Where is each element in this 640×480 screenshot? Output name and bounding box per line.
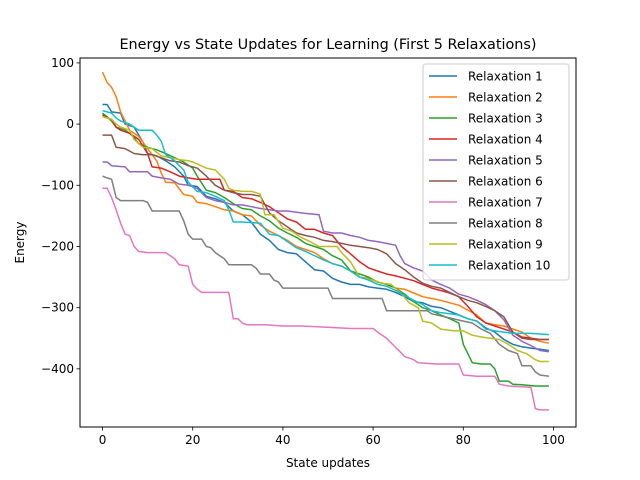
series-lines <box>101 71 550 411</box>
chart-title: Energy vs State Updates for Learning (Fi… <box>119 37 536 53</box>
legend-label: Relaxation 8 <box>468 217 543 231</box>
legend: Relaxation 1 Relaxation 2 Relaxation 3 Rela… <box>422 63 570 281</box>
legend-label: Relaxation 10 <box>468 259 550 273</box>
series-line-8 <box>102 175 549 377</box>
y-tick-label: −200 <box>41 239 74 253</box>
legend-label: Relaxation 6 <box>468 175 543 189</box>
x-tick-label: 20 <box>185 433 200 447</box>
axis-ticks: 0 20 40 60 80 100 100 0 −100 −200 −300 −400 <box>41 56 565 447</box>
series-line-7 <box>102 187 549 411</box>
series-line-9 <box>102 115 549 363</box>
x-tick-label: 0 <box>99 433 107 447</box>
legend-box <box>422 63 570 281</box>
legend-label: Relaxation 5 <box>468 154 543 168</box>
legend-label: Relaxation 3 <box>468 112 543 126</box>
y-axis-label: Energy <box>13 221 27 263</box>
y-tick-label: −100 <box>41 178 74 192</box>
legend-label: Relaxation 4 <box>468 133 543 147</box>
legend-label: Relaxation 2 <box>468 91 543 105</box>
x-tick-label: 40 <box>275 433 290 447</box>
y-tick-label: −300 <box>41 301 74 315</box>
legend-label: Relaxation 1 <box>468 70 543 84</box>
x-tick-label: 60 <box>365 433 380 447</box>
series-line-10 <box>102 109 549 336</box>
axes-frame <box>79 57 577 428</box>
y-tick-label: 0 <box>66 117 74 131</box>
x-tick-label: 100 <box>542 433 565 447</box>
y-tick-label: 100 <box>51 56 74 70</box>
x-tick-label: 80 <box>456 433 471 447</box>
series-line-6 <box>102 134 549 341</box>
x-axis-label: State updates <box>286 456 370 470</box>
legend-label: Relaxation 9 <box>468 238 543 252</box>
series-line-3 <box>102 112 549 387</box>
legend-label: Relaxation 7 <box>468 196 543 210</box>
series-line-2 <box>101 71 550 344</box>
series-line-4 <box>102 114 549 341</box>
y-tick-label: −400 <box>41 362 74 376</box>
series-line-5 <box>102 161 549 353</box>
